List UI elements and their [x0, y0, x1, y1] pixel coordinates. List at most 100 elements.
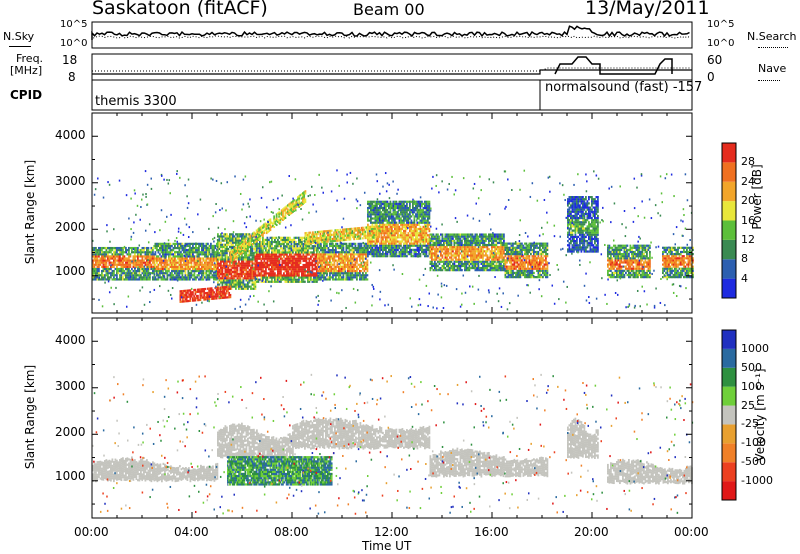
power-cell	[116, 253, 118, 256]
power-cell	[418, 223, 420, 226]
power-cell	[116, 274, 118, 277]
power-cell	[365, 278, 367, 281]
power-cell	[239, 235, 242, 238]
power-cell	[163, 276, 166, 279]
power-cell	[392, 221, 395, 224]
power-cell	[397, 223, 399, 226]
power-cell	[428, 213, 431, 216]
power-cell	[427, 213, 429, 216]
power-cell	[458, 235, 460, 238]
power-cell	[126, 272, 129, 275]
power-cell	[344, 263, 346, 266]
power-cell	[274, 274, 276, 277]
power-cell	[458, 248, 460, 251]
power-cell	[383, 227, 386, 231]
power-cell	[452, 237, 454, 240]
power-cell	[287, 272, 290, 275]
power-cell	[129, 278, 132, 281]
power-cell	[307, 278, 309, 281]
power-cell	[132, 263, 135, 266]
power-cell	[242, 287, 245, 290]
power-cell	[307, 272, 309, 275]
power-cell	[175, 246, 178, 250]
power-cell	[245, 270, 248, 274]
power-cell	[359, 246, 361, 250]
power-cell	[281, 278, 284, 281]
power-cell	[126, 263, 129, 266]
power-cell	[489, 269, 492, 272]
power-cell	[394, 236, 396, 239]
power-cell	[382, 246, 384, 249]
power-cell	[229, 273, 231, 276]
power-cell	[230, 273, 233, 276]
power-cell	[391, 219, 393, 222]
power-cell	[284, 251, 287, 254]
power-cell	[295, 243, 297, 246]
power-cell	[410, 238, 413, 241]
power-cell	[92, 272, 94, 275]
power-cell	[477, 241, 480, 245]
power-cell	[370, 246, 372, 249]
power-cell	[283, 276, 285, 279]
power-cell	[296, 274, 299, 277]
power-cell	[260, 268, 263, 271]
power-cell	[351, 259, 354, 262]
power-cell	[296, 270, 299, 273]
power-cell	[226, 268, 228, 272]
power-cell	[379, 246, 381, 249]
power-cell	[386, 211, 389, 214]
power-cell	[263, 253, 266, 256]
power-cell	[512, 269, 514, 272]
power-cell	[401, 250, 404, 254]
power-cell	[397, 211, 399, 214]
power-cell	[479, 235, 481, 238]
power-cell	[382, 221, 384, 224]
power-cell	[380, 219, 383, 222]
power-cell	[419, 215, 422, 218]
power-cell	[128, 265, 130, 268]
power-cell	[317, 265, 319, 268]
power-cell	[432, 248, 435, 251]
power-cell	[214, 259, 217, 262]
power-cell	[498, 258, 501, 261]
power-cell	[99, 259, 102, 262]
power-cell	[363, 251, 366, 254]
power-cell	[177, 244, 179, 248]
power-cell	[299, 251, 302, 254]
power-cell	[336, 251, 339, 254]
power-cell	[226, 243, 228, 246]
power-cell	[96, 257, 99, 260]
power-cell	[190, 257, 193, 260]
power-cell	[223, 235, 225, 238]
power-cell	[295, 247, 297, 250]
power-cell	[171, 265, 173, 268]
power-cell	[371, 240, 374, 243]
power-cell	[395, 253, 398, 256]
power-cell	[125, 259, 127, 262]
power-cell	[435, 262, 438, 265]
power-cell	[271, 249, 273, 252]
power-cell	[394, 204, 396, 208]
power-cell	[163, 272, 166, 275]
power-cell	[216, 269, 218, 273]
power-cell	[350, 259, 352, 262]
power-cell	[385, 250, 387, 254]
power-cell	[413, 238, 416, 241]
power-cell	[105, 265, 108, 268]
power-cell	[195, 249, 197, 252]
power-cell	[153, 261, 156, 264]
power-cell	[462, 254, 465, 257]
power-cell	[180, 255, 182, 258]
power-cell	[254, 257, 257, 260]
power-cell	[462, 237, 465, 240]
power-cell	[230, 270, 233, 274]
power-cell	[446, 239, 448, 242]
power-cell	[395, 255, 398, 258]
power-cell	[327, 246, 330, 250]
power-cell	[281, 236, 284, 239]
power-cell	[92, 255, 94, 258]
power-cell	[268, 266, 270, 269]
power-cell	[143, 278, 145, 281]
power-cell	[242, 283, 245, 286]
power-cell	[96, 255, 99, 258]
